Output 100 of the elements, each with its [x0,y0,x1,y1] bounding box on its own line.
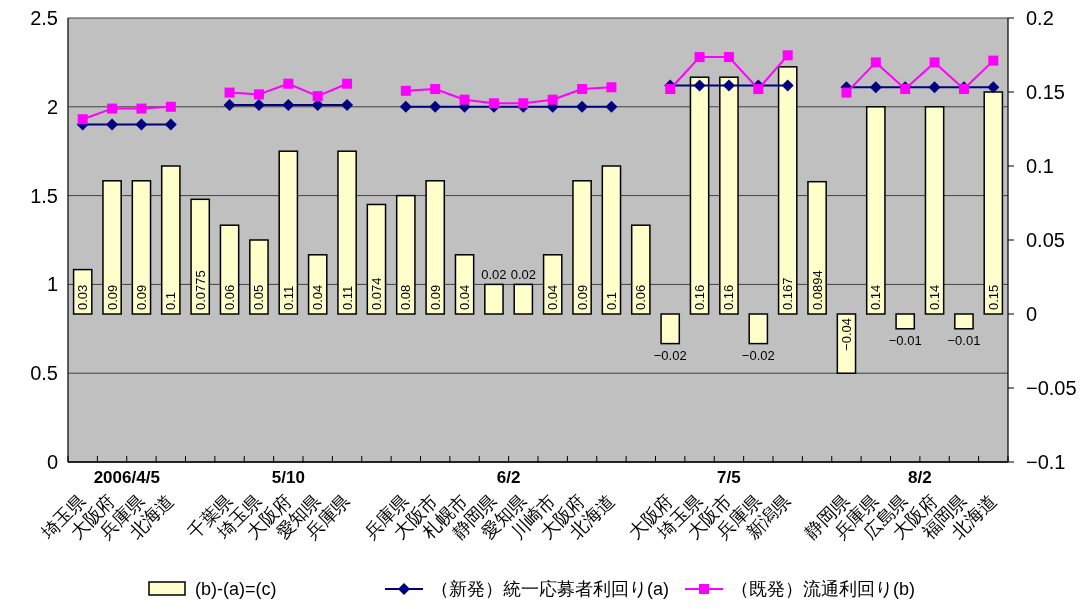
data-label: 0.14 [927,284,943,310]
y2-tick-label: −0.1 [1026,451,1066,473]
bar [102,180,122,315]
data-label: 0.09 [104,284,120,310]
point [282,99,295,112]
data-label: 0.09 [574,284,590,310]
data-label: 0.04 [310,284,326,310]
point [753,84,764,95]
data-label: 0.16 [721,284,737,310]
bar [689,76,710,315]
point [224,87,235,98]
point [929,57,940,68]
point [782,50,793,61]
y2-tick-label: −0.05 [1026,377,1077,399]
point [693,79,706,92]
data-label: 0.0894 [809,270,825,310]
y-tick-label: 0 [46,451,58,473]
point [665,84,676,95]
data-label: −0.02 [741,347,775,363]
bar [630,224,651,315]
point [341,99,354,112]
bar [719,76,739,315]
bar [748,313,769,345]
y2-tick-label: 0.2 [1026,7,1054,29]
data-label: −0.04 [838,318,854,351]
point [987,81,1000,94]
y2-tick-label: 0.1 [1026,155,1054,177]
point [342,78,353,89]
data-label: 0.1 [163,291,179,310]
bar [660,313,681,345]
bar [337,150,357,315]
point [400,85,411,96]
y2-tick-label: 0.05 [1026,229,1065,251]
data-label: 0.09 [427,284,443,310]
y-tick-label: 2 [46,95,58,118]
bar [865,106,886,315]
point [312,91,323,102]
point [841,87,852,98]
bar [601,165,622,315]
data-label: 0.15 [985,284,1001,310]
data-label: 0.11 [280,285,296,310]
data-label: 0.06 [633,284,649,310]
bar [131,180,152,315]
point [722,79,735,92]
text: 8/2 [908,468,932,487]
point [577,84,588,95]
point [870,57,881,68]
point [165,101,176,112]
text: 7/5 [717,468,741,487]
data-label: 0.04 [457,284,473,310]
bar [513,283,534,315]
y-tick-label: 2.5 [30,7,58,29]
bar [307,254,328,315]
bar [190,198,211,315]
data-label: 0.09 [133,284,149,310]
point [723,52,734,63]
data-label: 0.11 [339,285,355,310]
data-label: 0.0775 [192,270,208,310]
point [605,100,618,113]
text: 5/10 [271,468,305,487]
text: 2006/4/5 [93,468,160,487]
bar [983,91,1004,315]
data-label: −0.01 [888,332,922,348]
point [488,98,499,109]
bar [395,194,416,315]
y-tick-label: 0.5 [30,362,58,385]
point [606,82,617,93]
data-label: 0.08 [398,284,414,310]
point [283,78,294,89]
data-label: 0.02 [481,267,507,283]
data-label: 0.16 [692,284,708,310]
point [459,94,470,105]
bar [366,203,387,315]
y2-tick-label: 0 [1026,303,1038,325]
legend-label: (b)-(a)=(c) [195,579,277,599]
bar [542,254,563,315]
point [429,100,442,113]
bar [278,150,299,315]
bar [425,180,446,315]
data-label: 0.04 [545,284,561,310]
data-label: 0.167 [780,277,796,310]
point [77,114,88,125]
point [107,103,118,114]
data-label: 0.06 [222,284,238,310]
point [928,81,941,94]
point [781,79,794,92]
data-label: 0.1 [603,291,619,310]
data-label: −0.01 [947,332,981,348]
bar [249,239,269,315]
bar [160,165,181,315]
data-label: 0.05 [251,284,267,310]
data-label: 0.03 [75,284,91,310]
bar [924,106,945,315]
bar [777,66,798,315]
data-label: 0.02 [510,267,536,283]
point [518,98,529,109]
legend-label: （新発）統一応募者利回り(a) [431,579,669,599]
point [135,118,148,131]
data-label: 0.074 [368,277,384,310]
y2-tick-label: 0.15 [1026,81,1065,103]
